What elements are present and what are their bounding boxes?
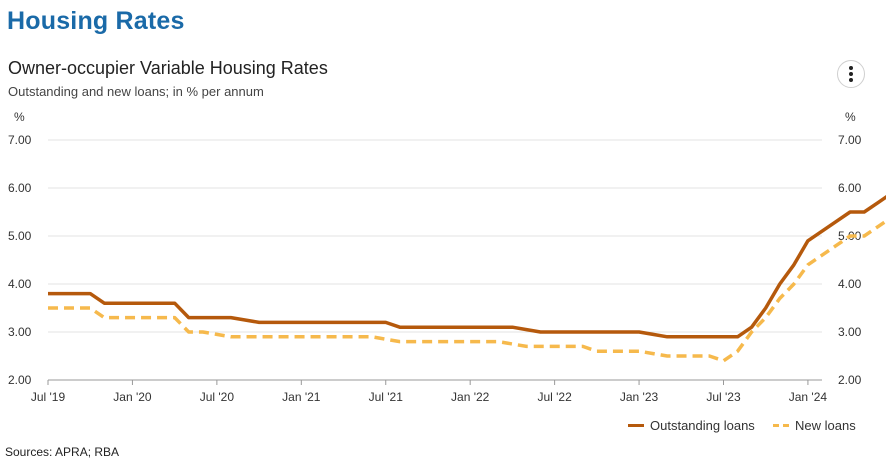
y-tick-label-right: 6.00 [838,181,862,195]
y-tick-label-left: 2.00 [8,373,32,387]
series-line-outstanding-loans [48,195,886,339]
y-tick-label-left: 7.00 [8,133,32,147]
x-tick-label: Jul '19 [31,390,66,404]
kebab-menu-icon [849,66,853,82]
x-tick-label: Jan '24 [789,390,828,404]
legend-label-outstanding: Outstanding loans [650,418,755,433]
source-note: Sources: APRA; RBA [5,445,120,459]
y-tick-label-left: 5.00 [8,229,32,243]
y-tick-label-left: 3.00 [8,325,32,339]
y-tick-label-left: 4.00 [8,277,32,291]
y-axis-unit-right: % [845,110,856,124]
legend-dashed-swatch-icon [773,424,789,427]
legend-new[interactable]: New loans [773,418,856,433]
y-tick-label-left: 6.00 [8,181,32,195]
y-tick-label-right: 7.00 [838,133,862,147]
x-tick-label: Jan '21 [282,390,321,404]
legend-outstanding[interactable]: Outstanding loans [628,418,755,433]
x-tick-label: Jul '23 [706,390,741,404]
x-tick-label: Jul '20 [200,390,235,404]
legend-solid-swatch-icon [628,424,644,427]
y-tick-label-right: 2.00 [838,373,862,387]
chart-menu-button[interactable] [837,60,865,88]
y-axis-unit-left: % [14,110,25,124]
x-tick-label: Jan '20 [113,390,152,404]
line-chart: % % 7.00 7.006.00 6.005.00 5.004.00 4.003.00… [8,110,886,404]
x-tick-label: Jan '22 [451,390,490,404]
y-tick-label-right: 4.00 [838,277,862,291]
page-title: Housing Rates [7,7,185,35]
chart-subtitle: Outstanding and new loans; in % per annu… [8,84,264,99]
chart-title: Owner-occupier Variable Housing Rates [8,58,328,78]
x-tick-label: Jul '21 [369,390,404,404]
series-line-new-loans [48,219,886,363]
y-tick-label-right: 3.00 [838,325,862,339]
x-tick-label: Jul '22 [537,390,572,404]
legend-label-new: New loans [795,418,856,433]
x-tick-label: Jan '23 [620,390,659,404]
